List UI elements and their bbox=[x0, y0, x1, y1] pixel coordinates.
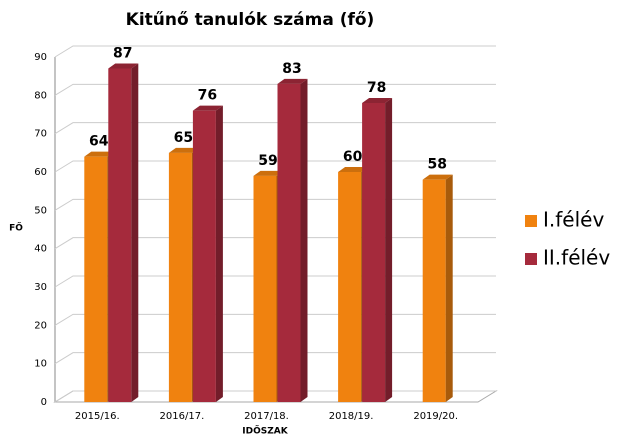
legend-label: I.félév bbox=[543, 208, 604, 232]
bar-top bbox=[253, 170, 284, 176]
x-tick-label: 2015/16. bbox=[75, 411, 120, 422]
bar-front bbox=[338, 172, 362, 402]
bar-front bbox=[422, 179, 446, 402]
bar-top bbox=[192, 105, 223, 111]
y-tick-label: 60 bbox=[34, 167, 47, 178]
y-tick-label: 40 bbox=[34, 244, 47, 255]
bar-top bbox=[277, 78, 308, 84]
x-tick-label: 2017/18. bbox=[244, 411, 289, 422]
y-tick-label: 80 bbox=[34, 90, 47, 101]
bar-top bbox=[362, 98, 393, 103]
x-tick-label: 2016/17. bbox=[160, 411, 205, 422]
bar-front bbox=[277, 83, 301, 402]
grid-line bbox=[54, 45, 496, 58]
y-tick-label: 70 bbox=[34, 129, 47, 140]
bar-top bbox=[422, 174, 453, 180]
bar-side bbox=[215, 105, 223, 403]
y-tick-label: 20 bbox=[34, 320, 47, 331]
bar-top bbox=[84, 151, 115, 157]
value-label: 64 bbox=[89, 134, 109, 150]
value-label: 58 bbox=[427, 157, 446, 173]
bar-front bbox=[362, 103, 386, 402]
value-label: 59 bbox=[258, 153, 277, 169]
value-label: 76 bbox=[198, 88, 217, 104]
value-label: 83 bbox=[282, 61, 301, 77]
bar bbox=[192, 105, 223, 403]
bar-side bbox=[385, 98, 393, 402]
chart-title: Kitűnő tanulók száma (fő) bbox=[126, 10, 375, 30]
x-tick-label: 2019/20. bbox=[413, 411, 458, 422]
grid-line bbox=[54, 160, 496, 173]
bar bbox=[277, 78, 308, 402]
bar bbox=[108, 63, 139, 402]
y-tick-label: 10 bbox=[34, 359, 47, 370]
bar bbox=[362, 98, 393, 402]
legend-swatch bbox=[525, 253, 537, 265]
bar-front bbox=[253, 175, 277, 402]
y-tick-label: 90 bbox=[34, 52, 47, 63]
bar-side bbox=[300, 78, 308, 402]
grid-line bbox=[54, 83, 496, 96]
bar-side bbox=[445, 174, 453, 402]
grid-line bbox=[54, 122, 496, 135]
y-axis-label: FŐ bbox=[9, 223, 23, 234]
bar bbox=[422, 174, 453, 402]
value-label: 78 bbox=[367, 80, 386, 96]
bar-front bbox=[108, 68, 132, 402]
legend-swatch bbox=[525, 215, 537, 227]
value-label: 65 bbox=[174, 130, 193, 146]
bar-side bbox=[131, 63, 139, 402]
bar-top bbox=[168, 147, 199, 153]
y-tick-label: 50 bbox=[34, 205, 47, 216]
y-tick-label: 0 bbox=[41, 397, 47, 408]
x-tick-label: 2018/19. bbox=[329, 411, 374, 422]
value-label: 60 bbox=[343, 149, 363, 165]
bar-front bbox=[192, 110, 216, 403]
y-tick-label: 30 bbox=[34, 282, 47, 293]
value-label: 87 bbox=[113, 46, 132, 62]
bar-front bbox=[84, 156, 108, 402]
bar-front bbox=[168, 152, 192, 402]
legend-label: II.félév bbox=[543, 246, 610, 270]
bar-top bbox=[108, 63, 139, 69]
bar-top bbox=[338, 167, 369, 172]
x-axis-label: IDŐSZAK bbox=[242, 426, 288, 437]
